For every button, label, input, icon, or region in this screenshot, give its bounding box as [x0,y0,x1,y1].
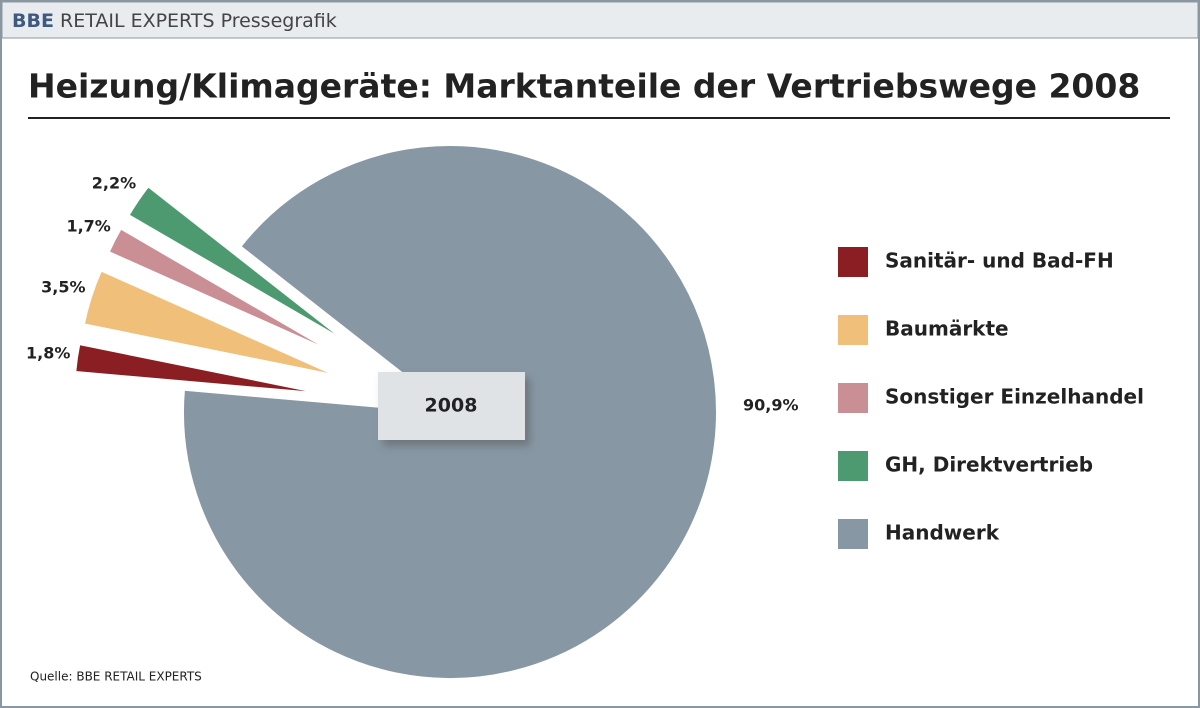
legend-label: Baumärkte [885,317,1009,341]
legend-label: GH, Direktvertrieb [885,453,1093,477]
legend-swatch [838,451,868,481]
value-label: 3,5% [41,278,85,297]
header-brand: BBE [12,10,54,32]
legend-swatch [838,247,868,277]
legend-label: Sanitär- und Bad-FH [885,249,1114,273]
header: BBE RETAIL EXPERTS Pressegrafik [12,10,337,32]
header-bar [1,1,1199,39]
legend-swatch [838,383,868,413]
center-label: 2008 [425,395,478,417]
header-text: RETAIL EXPERTS Pressegrafik [60,10,337,32]
value-label: 1,8% [26,343,70,362]
value-label: 90,9% [743,396,799,415]
source: Quelle: BBE RETAIL EXPERTS [30,670,202,684]
legend-label: Sonstiger Einzelhandel [885,385,1144,409]
value-label: 2,2% [92,174,136,193]
pie-slice [80,266,347,381]
center-box [378,372,525,440]
legend-label: Handwerk [885,521,1000,545]
chart-title: Heizung/Klimageräte: Marktanteile der Ve… [28,67,1140,106]
pie-slice [104,224,354,364]
legend-swatch [838,519,868,549]
value-label: 1,7% [66,216,110,235]
pie-slice [71,340,342,399]
legend-swatch [838,315,868,345]
legend: Sanitär- und Bad-FH Baumärkte Sonstiger Ei… [838,247,1144,549]
pie-slice [124,182,361,353]
